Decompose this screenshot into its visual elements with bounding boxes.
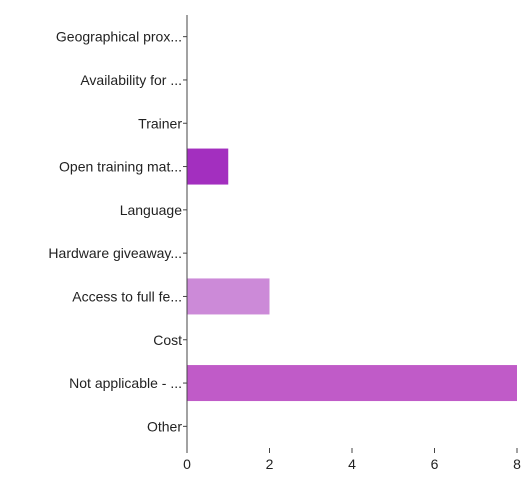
category-labels: Geographical prox... Availability for ...…	[48, 29, 182, 435]
category-label: Language	[120, 202, 183, 218]
x-tick-label: 6	[431, 456, 439, 472]
category-label: Availability for ...	[80, 72, 182, 88]
category-label: Open training mat...	[59, 159, 182, 175]
x-axis-ticks: 0 2 4 6 8	[183, 448, 521, 472]
y-axis-ticks	[183, 36, 187, 427]
x-tick-label: 4	[348, 456, 356, 472]
bar	[187, 148, 229, 185]
x-tick-label: 2	[266, 456, 274, 472]
bar	[187, 278, 270, 315]
x-tick-label: 0	[183, 456, 191, 472]
category-label: Other	[147, 418, 182, 434]
x-tick-label: 8	[513, 456, 521, 472]
category-label: Hardware giveaway...	[48, 245, 182, 261]
category-label: Geographical prox...	[56, 29, 182, 45]
bar	[187, 365, 517, 402]
category-label: Access to full fe...	[72, 288, 182, 304]
category-label: Trainer	[138, 115, 182, 131]
category-label: Cost	[153, 332, 182, 348]
category-label: Not applicable - ...	[69, 375, 182, 391]
bars-layer	[187, 148, 517, 402]
